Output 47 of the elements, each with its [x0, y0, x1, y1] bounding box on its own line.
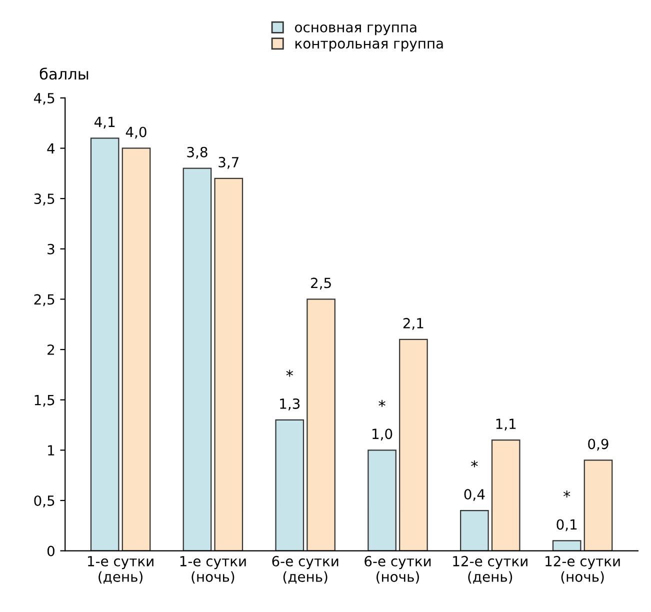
- bar: [491, 440, 520, 551]
- legend-label: контрольная группа: [296, 40, 443, 52]
- bar: [552, 540, 582, 551]
- y-axis-title: баллы: [40, 68, 88, 80]
- bar: [306, 298, 336, 551]
- y-tick-label: 0: [47, 546, 54, 556]
- annotation: *: [286, 370, 293, 377]
- y-tick-label: 4,5: [34, 93, 54, 105]
- bar: [584, 460, 613, 551]
- bar: [90, 138, 120, 551]
- bar: [275, 419, 304, 551]
- data-label: 3,8: [187, 146, 208, 159]
- y-tick-label: 3,5: [34, 194, 54, 206]
- data-label: 0,9: [588, 438, 608, 451]
- bar: [460, 510, 489, 551]
- y-tick-label: 1,5: [34, 394, 54, 407]
- x-tick-label: 6-е сутки (день): [272, 556, 338, 584]
- data-label: 0,4: [464, 489, 485, 501]
- annotation: *: [378, 400, 386, 407]
- bar: [368, 450, 396, 551]
- legend-label: основная группа: [295, 24, 416, 36]
- x-tick-label: 1-е сутки (ночь): [180, 556, 246, 584]
- x-tick-label: 12-е сутки (ночь): [546, 556, 620, 584]
- y-tick-label: 2: [48, 344, 54, 355]
- bar: [122, 148, 151, 551]
- y-tick-label: 0,5: [34, 495, 54, 508]
- data-label: 1,0: [372, 428, 392, 441]
- data-label: 2,5: [311, 278, 331, 290]
- x-tick-label: 12-е сутки (день): [453, 556, 528, 584]
- y-tick-label: 1: [48, 445, 54, 456]
- data-label: 2,1: [403, 318, 424, 330]
- y-tick-label: 2,5: [34, 294, 54, 306]
- data-label: 4,1: [94, 116, 115, 129]
- bar: [214, 178, 244, 551]
- data-label: 3,7: [218, 156, 239, 169]
- data-label: 4,0: [126, 126, 146, 139]
- data-label: 1,1: [496, 418, 516, 430]
- bar: [182, 168, 212, 551]
- x-tick-label: 6-е сутки (ночь): [364, 556, 431, 584]
- bar: [399, 338, 428, 551]
- data-label: 1,3: [280, 398, 300, 410]
- y-tick-label: 4: [47, 143, 55, 154]
- x-tick-label: 1-е сутки (день): [88, 556, 154, 584]
- y-tick-label: 3: [48, 244, 54, 254]
- data-label: 0,1: [556, 519, 577, 532]
- annotation: *: [471, 460, 478, 468]
- annotation: *: [563, 490, 570, 498]
